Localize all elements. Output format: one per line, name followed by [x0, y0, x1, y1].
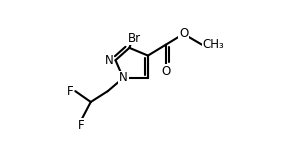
- Text: Br: Br: [128, 32, 141, 45]
- Text: O: O: [161, 65, 170, 78]
- Text: N: N: [105, 54, 113, 67]
- Text: N: N: [119, 71, 127, 85]
- Text: CH₃: CH₃: [203, 38, 224, 51]
- Text: O: O: [179, 27, 188, 40]
- Text: F: F: [67, 85, 74, 98]
- Text: F: F: [77, 119, 84, 132]
